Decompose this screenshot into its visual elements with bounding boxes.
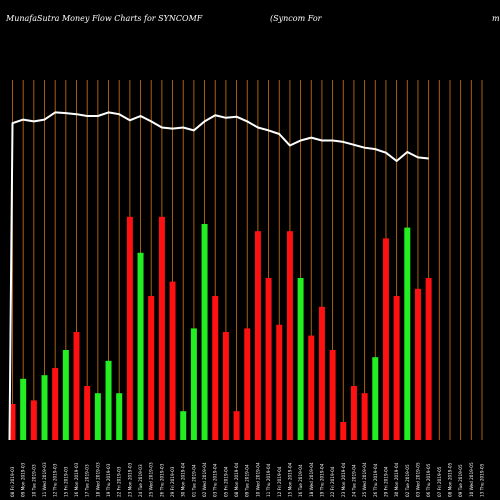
- bar: [318, 306, 325, 440]
- x-tick-label: 05 Fri 2019-04: [223, 466, 228, 497]
- x-tick-label: 17 Tue 2019-03: [85, 464, 90, 497]
- x-tick-label: 02 Wed 2019-04: [202, 462, 207, 497]
- x-tick-label: 11 Thu 2019-04: [266, 463, 271, 497]
- x-tick-label: 09 Tue 2019-05: [458, 464, 463, 497]
- x-tick-label: 08 Mon 2019-05: [447, 462, 452, 497]
- x-tick-label: 15 Mon 2019-04: [287, 462, 292, 497]
- bar: [297, 278, 304, 440]
- x-tick-label: 22 Fri 2019-04: [330, 466, 335, 497]
- x-tick-label: 29 Fri 2019-03: [170, 466, 175, 497]
- x-tick-label: 02 Tue 2019-05: [405, 464, 410, 497]
- x-tick-label: 15 Fri 2019-03: [63, 466, 68, 497]
- bar: [30, 400, 37, 440]
- bar: [126, 216, 133, 440]
- chart-title-fragment: mu: [492, 14, 500, 23]
- x-tick-label: 30 Mon 2019-04: [181, 462, 186, 497]
- chart-subtitle: (Syncom For: [270, 14, 323, 23]
- money-flow-line-layer: [8, 111, 429, 441]
- x-tick-label: 10 Wed 2019-04: [255, 462, 260, 497]
- bar: [116, 393, 123, 440]
- bar: [372, 357, 379, 440]
- x-tick-label: 29 Fri 2019-04: [383, 466, 388, 497]
- bar: [244, 328, 251, 440]
- x-tick-label: 26 Thu 2019-04: [373, 463, 378, 497]
- bar: [340, 422, 347, 440]
- bar: [84, 386, 91, 440]
- bar: [94, 393, 101, 440]
- x-tick-label: 11 Wed 2019-03: [42, 462, 47, 497]
- x-tick-label: 18 Wed 2019-04: [309, 462, 314, 497]
- bar: [148, 296, 155, 440]
- x-tick-label: 03 Wed 2019-05: [415, 462, 420, 497]
- x-tick-label: 09 Mon 2019-03: [21, 462, 26, 497]
- bar: [308, 335, 315, 440]
- bar: [169, 281, 176, 440]
- x-tick-label: 03 Thu 2019-04: [213, 463, 218, 497]
- bar: [382, 238, 389, 440]
- bar: [105, 360, 112, 440]
- bar: [254, 231, 261, 440]
- x-tick-label: 22 Fri 2019-03: [117, 466, 122, 497]
- bar: [62, 350, 69, 440]
- bar: [212, 296, 219, 440]
- x-tick-label: 12 Thu 2019-03: [53, 463, 58, 497]
- x-tick-label: 23 Mon 2019-04: [341, 462, 346, 497]
- x-tick-label: 23 Mon 2019-03: [127, 462, 132, 497]
- bar: [350, 386, 357, 440]
- x-tick-label: 08 Fri 2019-03: [10, 466, 15, 497]
- x-tick-labels: 08 Fri 2019-03 09 Mon 2019-03 10 Tue 2019-…: [10, 462, 484, 497]
- bar: [41, 375, 48, 440]
- bar: [265, 278, 272, 440]
- x-tick-label: 08 Mon 2019-04: [234, 462, 239, 497]
- bar: [404, 227, 411, 440]
- bar: [361, 393, 368, 440]
- bar: [414, 288, 421, 440]
- bar: [222, 332, 229, 440]
- x-tick-label: 09 Tue 2019-04: [245, 464, 250, 497]
- chart-title: MunafaSutra Money Flow Charts for SYNCOM…: [5, 14, 203, 23]
- x-tick-label: 24 Tue 2019-03: [138, 464, 143, 497]
- x-tick-label: 01 Tue 2019-04: [191, 464, 196, 497]
- bar: [137, 252, 144, 440]
- bar: [52, 368, 59, 440]
- x-tick-label: 10 Tue 2019-03: [31, 464, 36, 497]
- bar: [158, 216, 165, 440]
- x-tick-label: 19 Thu 2019-04: [319, 463, 324, 497]
- x-tick-label: 12 Fri 2019-04: [277, 466, 282, 497]
- x-tick-label: 26 Thu 2019-03: [159, 463, 164, 497]
- bar: [329, 350, 336, 440]
- money-flow-line: [8, 111, 429, 441]
- x-tick-label: 25 Wed 2019-04: [362, 462, 367, 497]
- bar: [180, 411, 187, 440]
- x-tick-label: 16 Mon 2019-03: [74, 462, 79, 497]
- bars: [9, 216, 432, 440]
- x-tick-label: 24 Tue 2019-04: [351, 464, 356, 497]
- bar: [9, 404, 16, 440]
- bar: [276, 324, 283, 440]
- x-tick-label: 16 Tue 2019-04: [298, 464, 303, 497]
- bar: [73, 332, 80, 440]
- x-tick-label: 25 Wed 2019-03: [149, 462, 154, 497]
- bar: [201, 224, 208, 440]
- x-tick-label: 19 Thu 2019-03: [106, 463, 111, 497]
- bar: [190, 328, 197, 440]
- x-tick-label: 13 Thu 2019-05: [479, 463, 484, 497]
- x-tick-label: 10 Wed 2019-05: [469, 462, 474, 497]
- bar: [286, 231, 293, 440]
- x-tick-label: 18 Wed 2019-03: [95, 462, 100, 497]
- bar: [233, 411, 240, 440]
- bar: [425, 278, 432, 440]
- x-tick-label: 30 Mon 2019-04: [394, 462, 399, 497]
- x-tick-label: 06 Thu 2019-05: [426, 463, 431, 497]
- x-tick-label: 07 Fri 2019-05: [437, 466, 442, 497]
- bar: [393, 296, 400, 440]
- bar: [20, 378, 27, 440]
